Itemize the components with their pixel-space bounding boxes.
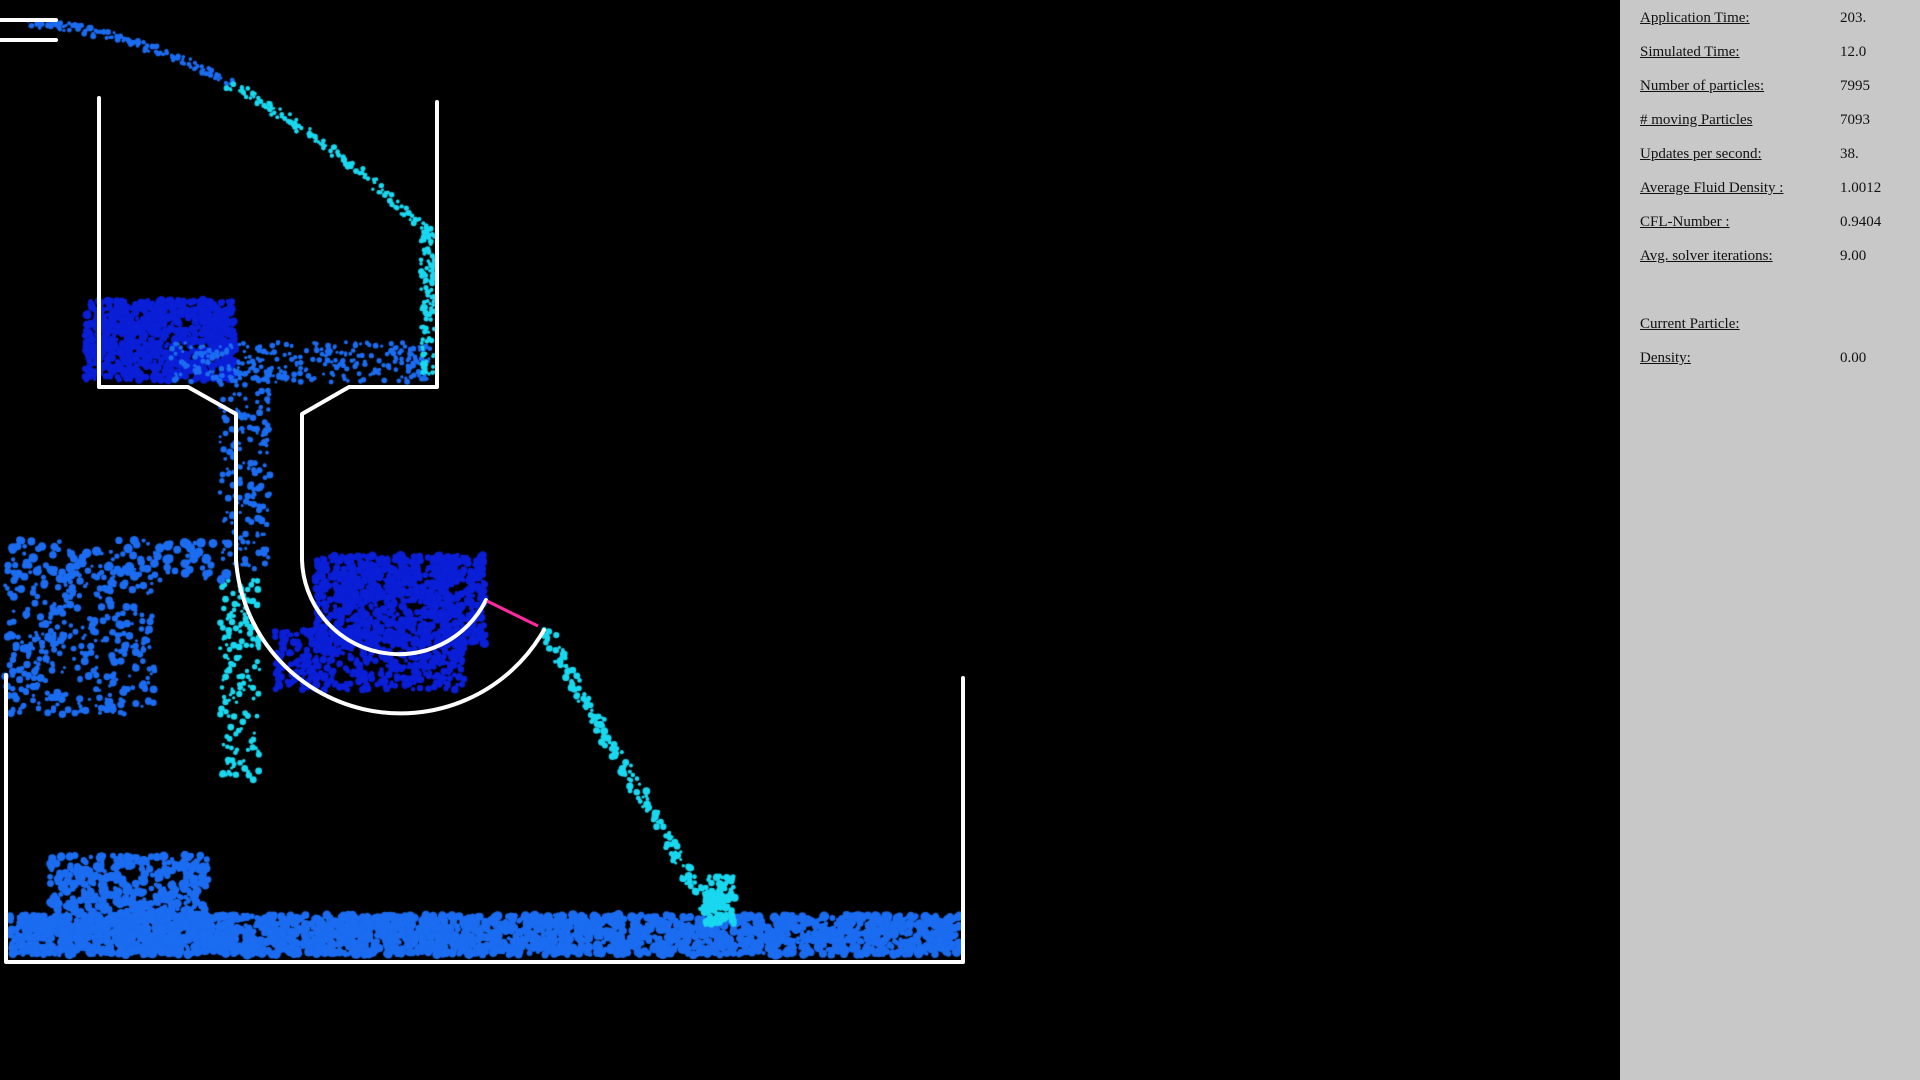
stat-label: # moving Particles	[1640, 112, 1753, 128]
stat-moving-particles: # moving Particles 7093	[1640, 112, 1910, 134]
statistics-panel: Application Time: 203. Simulated Time: 1…	[1620, 0, 1920, 1080]
stat-value: 1.0012	[1840, 180, 1882, 196]
stat-number-of-particles: Number of particles: 7995	[1640, 78, 1910, 100]
selected-particle-link	[486, 599, 539, 628]
boundary-walls	[0, 18, 965, 964]
stat-application-time: Application Time: 203.	[1640, 10, 1910, 32]
stat-label: Average Fluid Density :	[1640, 180, 1784, 196]
stat-value: 12.0	[1840, 44, 1867, 60]
simulation-viewport[interactable]	[0, 0, 1620, 1080]
stat-label: Simulated Time:	[1640, 44, 1740, 60]
stat-value: 7995	[1840, 78, 1870, 94]
stat-label: Avg. solver iterations:	[1640, 248, 1773, 264]
stat-label: Density:	[1640, 350, 1691, 366]
stat-cfl-number: CFL-Number : 0.9404	[1640, 214, 1910, 236]
stat-average-fluid-density: Average Fluid Density : 1.0012	[1640, 180, 1910, 202]
stat-label: Application Time:	[1640, 10, 1750, 26]
current-particle-title: Current Particle:	[1640, 316, 1740, 332]
upper-tank-wall	[97, 96, 546, 716]
stat-value: 38.	[1840, 146, 1859, 162]
stat-value: 0.00	[1840, 350, 1867, 366]
fluid-particles	[0, 0, 1620, 1080]
stat-label: Number of particles:	[1640, 78, 1765, 94]
stat-value: 0.9404	[1840, 214, 1882, 230]
stat-value: 9.00	[1840, 248, 1867, 264]
upper-tank-wall-right	[300, 100, 488, 657]
stat-label: CFL-Number :	[1640, 214, 1730, 230]
stat-simulated-time: Simulated Time: 12.0	[1640, 44, 1910, 66]
stat-avg-solver-iterations: Avg. solver iterations: 9.00	[1640, 248, 1910, 270]
stat-updates-per-second: Updates per second: 38.	[1640, 146, 1910, 168]
stat-label: Updates per second:	[1640, 146, 1762, 162]
current-particle-density: Density: 0.00	[1640, 350, 1910, 372]
current-particle-heading: Current Particle:	[1640, 316, 1910, 338]
stat-value: 203.	[1840, 10, 1867, 26]
stat-value: 7093	[1840, 112, 1870, 128]
bottom-basin	[4, 673, 965, 964]
